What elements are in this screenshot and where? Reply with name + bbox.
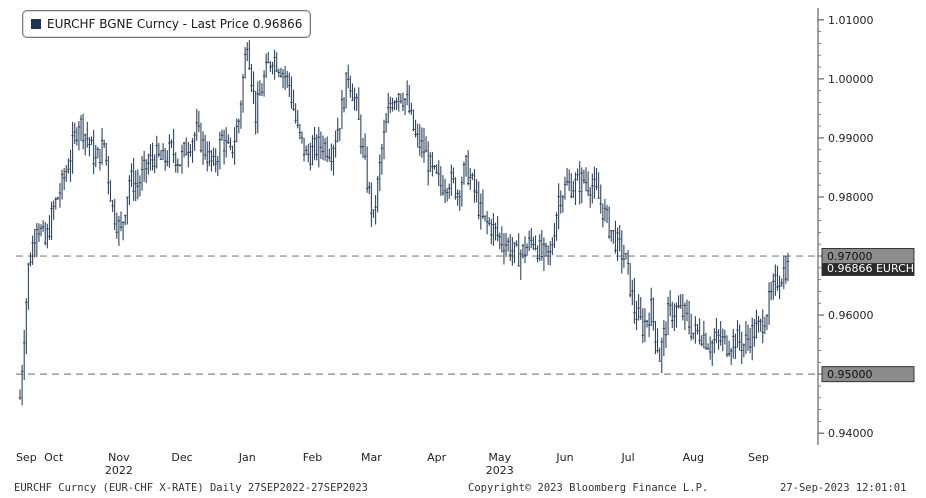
x-tick-label: May	[488, 451, 511, 464]
footer-copyright: Copyright© 2023 Bloomberg Finance L.P.	[468, 482, 709, 494]
x-tick-label: Jul	[620, 451, 634, 464]
reference-tag-box	[821, 366, 915, 383]
y-tick-label: 1.00000	[828, 73, 874, 86]
x-tick-label: Mar	[361, 451, 382, 464]
x-tick-label: Jan	[238, 451, 256, 464]
y-tick-label: 1.01000	[828, 14, 874, 27]
reference-tag-label: 0.95000	[827, 368, 873, 381]
y-tick-label: 0.96000	[828, 309, 874, 322]
x-tick-year: 2022	[105, 464, 133, 477]
x-tick-label: Aug	[683, 451, 704, 464]
last-price-tag-label: 0.96866 EURCHF	[827, 262, 920, 275]
x-tick-label: Oct	[44, 451, 64, 464]
price-series	[18, 40, 790, 406]
reference-tag-label: 0.97000	[827, 250, 873, 263]
x-tick-label: Apr	[427, 451, 447, 464]
x-tick-label: Nov	[108, 451, 130, 464]
x-tick-label: Feb	[303, 451, 322, 464]
legend: EURCHF BGNE Curncy - Last Price 0.96866	[22, 10, 312, 38]
x-tick-label: Sep	[16, 451, 37, 464]
x-tick-label: Dec	[171, 451, 192, 464]
legend-swatch	[31, 19, 41, 29]
y-tick-label: 0.94000	[828, 427, 874, 440]
x-tick-label: Sep	[748, 451, 769, 464]
reference-tag-box	[821, 248, 915, 265]
footer-timestamp: 27-Sep-2023 12:01:01	[780, 482, 907, 494]
legend-label: EURCHF BGNE Curncy - Last Price 0.96866	[47, 17, 303, 31]
x-tick-year: 2023	[486, 464, 514, 477]
reference-lines	[16, 255, 818, 375]
y-tick-label: 0.99000	[828, 132, 874, 145]
x-tick-label: Jun	[555, 451, 573, 464]
footer-source: EURCHF Curncy (EUR-CHF X-RATE) Daily 27S…	[14, 482, 369, 494]
y-tick-label: 0.98000	[828, 191, 874, 204]
